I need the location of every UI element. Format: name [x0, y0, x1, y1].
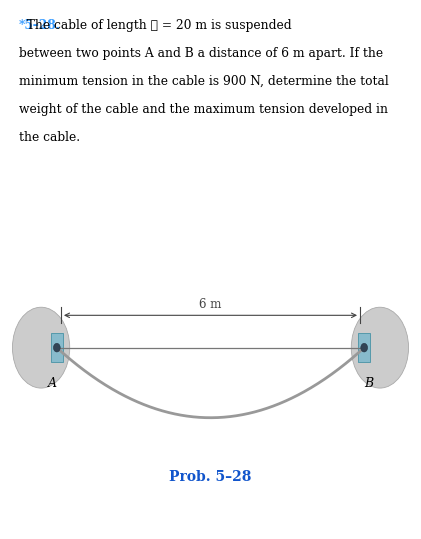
Ellipse shape [13, 307, 70, 388]
Text: *5–28.: *5–28. [19, 19, 61, 32]
Text: A: A [48, 377, 57, 390]
Text: the cable.: the cable. [19, 131, 80, 144]
Circle shape [361, 343, 368, 352]
FancyBboxPatch shape [51, 333, 63, 363]
Text: The cable of length ℒ = 20 m is suspended: The cable of length ℒ = 20 m is suspende… [19, 19, 292, 32]
FancyBboxPatch shape [358, 333, 370, 363]
Text: between two points A and B a distance of 6 m apart. If the: between two points A and B a distance of… [19, 47, 383, 60]
Text: Prob. 5–28: Prob. 5–28 [169, 470, 252, 484]
Text: 6 m: 6 m [199, 298, 222, 311]
Ellipse shape [351, 307, 408, 388]
Text: B: B [364, 377, 373, 390]
Text: weight of the cable and the maximum tension developed in: weight of the cable and the maximum tens… [19, 103, 388, 116]
Circle shape [53, 343, 60, 352]
Text: minimum tension in the cable is 900 N, determine the total: minimum tension in the cable is 900 N, d… [19, 75, 389, 88]
